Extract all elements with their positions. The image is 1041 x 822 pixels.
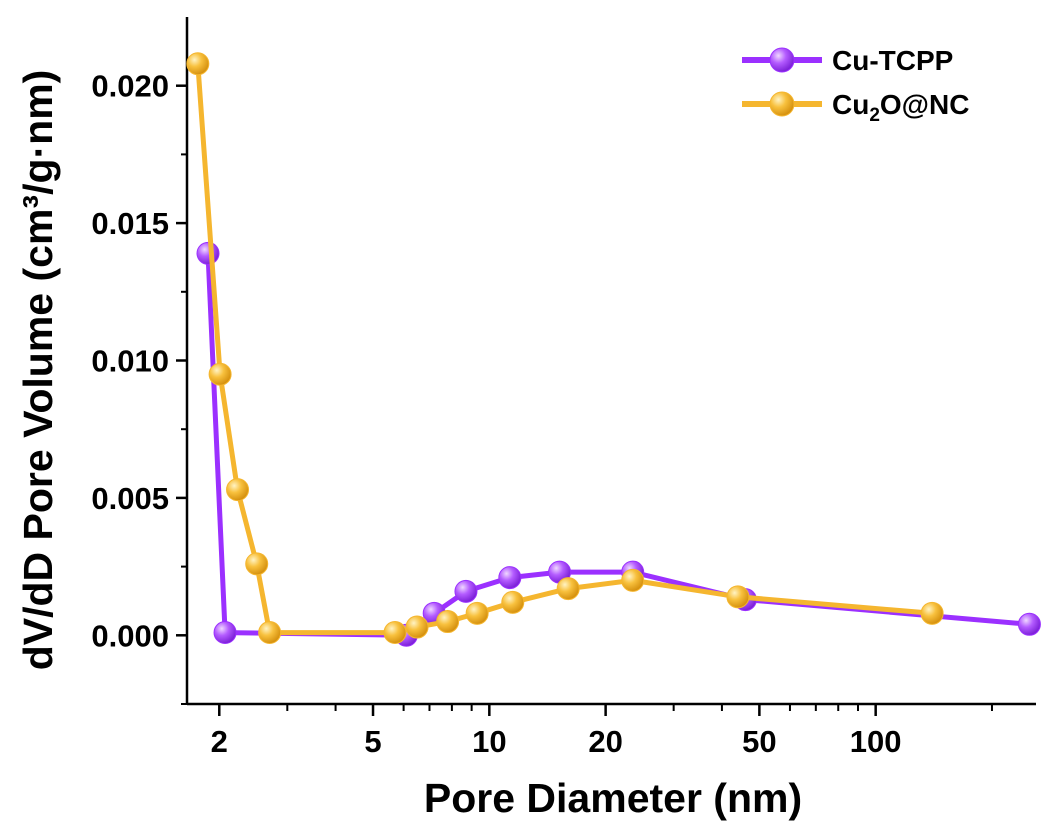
x-tick-label: 20 <box>588 724 622 759</box>
series-line <box>205 253 1030 638</box>
data-point <box>245 552 269 576</box>
y-tick-label: 0.005 <box>91 481 169 516</box>
x-tick-label: 2 <box>211 724 228 759</box>
data-point <box>258 621 282 645</box>
legend: Cu-TCPP Cu2O@NC <box>742 45 969 126</box>
data-point <box>920 601 944 625</box>
data-point <box>621 568 645 592</box>
data-point <box>454 579 478 603</box>
data-point <box>186 52 210 76</box>
x-tick-label: 5 <box>364 724 381 759</box>
series-layer <box>186 52 1041 647</box>
series-line <box>195 63 933 636</box>
x-tick-label: 100 <box>850 724 902 759</box>
data-point <box>436 610 460 634</box>
x-axis-title: Pore Diameter (nm) <box>424 775 802 821</box>
x-tick-label: 10 <box>472 724 506 759</box>
legend-label: Cu2O@NC <box>832 89 969 126</box>
data-point <box>405 615 429 639</box>
series-cu2o-nc <box>186 52 944 645</box>
data-point <box>556 577 580 601</box>
data-point <box>196 241 220 265</box>
legend-label: Cu-TCPP <box>832 45 953 76</box>
legend-marker <box>769 91 795 117</box>
legend-marker <box>769 47 795 73</box>
x-axis: 2 5 10 20 50 100 <box>211 704 993 759</box>
y-axis: 0.000 0.005 0.010 0.015 0.020 <box>91 69 187 705</box>
data-point <box>226 478 250 502</box>
data-point <box>498 566 522 590</box>
data-point <box>208 362 232 386</box>
data-point <box>501 590 525 614</box>
data-point <box>383 621 407 645</box>
plot-area <box>185 17 1036 706</box>
y-tick-label: 0.000 <box>91 618 169 653</box>
data-point <box>465 601 489 625</box>
data-point <box>726 585 750 609</box>
y-tick-label: 0.020 <box>91 69 169 104</box>
data-point <box>213 621 237 645</box>
series-cu-tcpp <box>196 241 1041 647</box>
y-axis-title: dV/dD Pore Volume (cm³/g·nm) <box>15 70 61 671</box>
data-point <box>1017 612 1041 636</box>
y-tick-label: 0.015 <box>91 206 169 241</box>
x-tick-label: 50 <box>742 724 776 759</box>
y-tick-label: 0.010 <box>91 344 169 379</box>
